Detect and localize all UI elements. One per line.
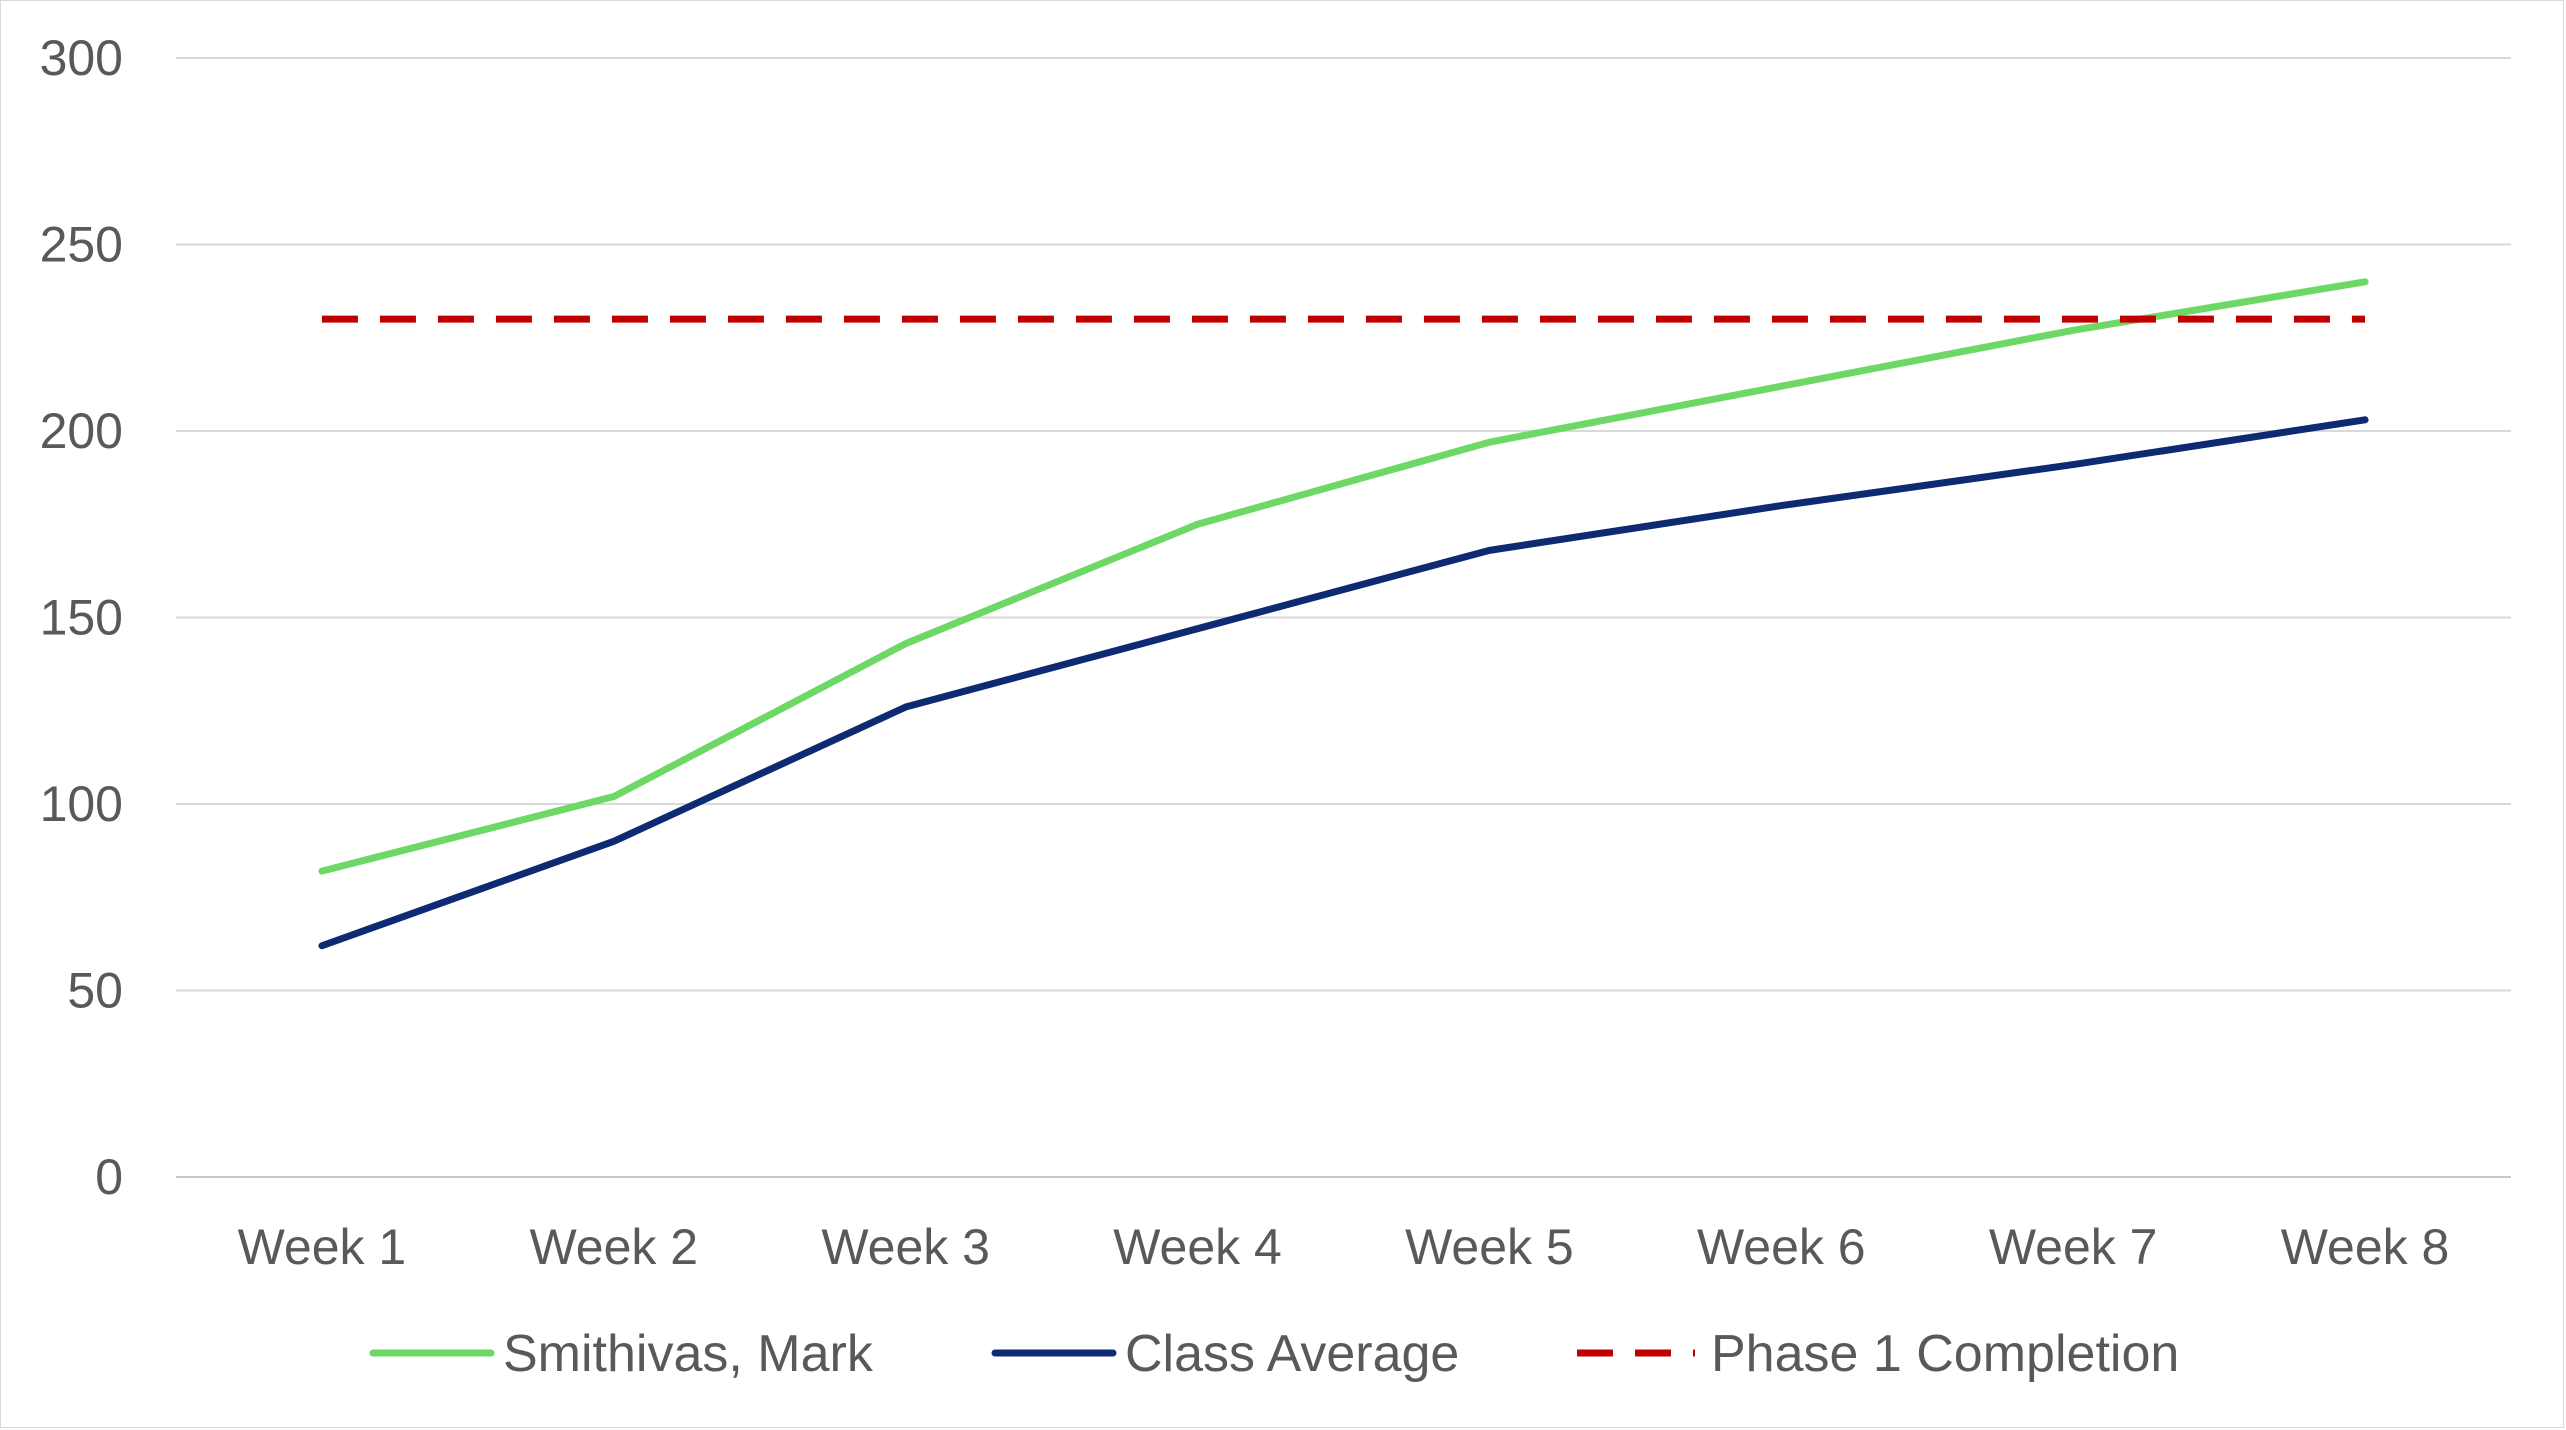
y-tick-label: 150 [40,590,123,646]
x-tick-label: Week 4 [1113,1219,1282,1275]
series-line-class-average [318,416,2369,950]
legend-label-smithivas-mark: Smithivas, Mark [503,1325,874,1383]
x-tick-label: Week 3 [821,1219,990,1275]
legend-item-phase-1-completion: Phase 1 Completion [1577,1325,2179,1383]
y-tick-label: 300 [40,30,123,86]
y-tick-label: 50 [67,963,123,1019]
legend-label-phase-1-completion: Phase 1 Completion [1711,1325,2179,1383]
legend-label-class-average: Class Average [1125,1325,1459,1383]
y-tick-label: 250 [40,217,123,273]
y-tick-label: 200 [40,403,123,459]
x-tick-label: Week 5 [1405,1219,1574,1275]
legend-item-class-average: Class Average [991,1325,1459,1383]
x-axis-tick-labels: Week 1 Week 2 Week 3 Week 4 Week 5 Week 6 Week… [238,1219,2450,1275]
x-tick-label: Week 7 [1989,1219,2158,1275]
legend: Smithivas, Mark Class Average Phase 1 Comp… [369,1325,2179,1383]
x-tick-label: Week 8 [2281,1219,2450,1275]
x-tick-label: Week 6 [1697,1219,1866,1275]
x-tick-label: Week 2 [530,1219,699,1275]
gridlines [176,57,2511,1178]
y-tick-label: 100 [40,776,123,832]
y-tick-label: 0 [95,1149,123,1205]
series-line-smithivas-mark [318,278,2369,875]
legend-item-smithivas-mark: Smithivas, Mark [369,1325,874,1383]
y-axis-tick-labels: 0 50 100 150 200 250 300 [40,30,123,1205]
series-lines [318,278,2369,950]
x-tick-label: Week 1 [238,1219,407,1275]
